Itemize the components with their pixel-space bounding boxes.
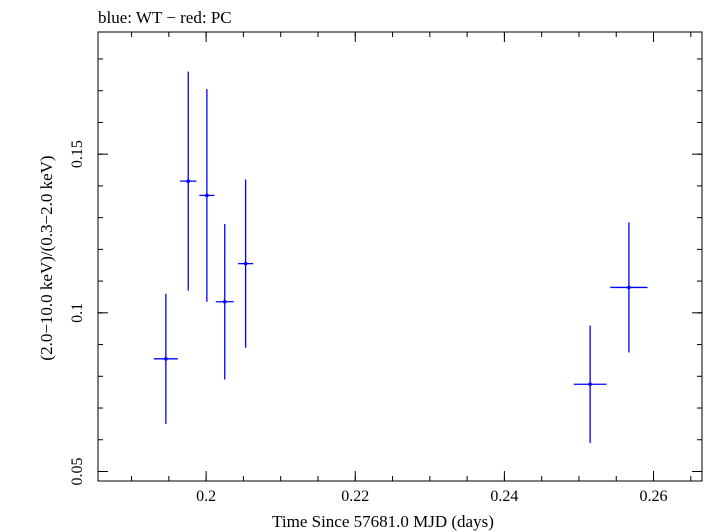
point-marker	[164, 357, 168, 361]
y-tick-label: 0.05	[69, 457, 86, 485]
y-axis-label: (2.0−10.0 keV)/(0.3−2.0 keV)	[37, 155, 56, 360]
plot-frame	[97, 31, 703, 482]
point-marker	[205, 193, 209, 198]
x-tick-label: 0.26	[640, 488, 668, 505]
data-point	[153, 293, 178, 424]
point-marker	[627, 285, 631, 290]
point-marker	[222, 299, 227, 304]
axis-ticks	[98, 32, 702, 481]
y-tick-label: 0.15	[69, 140, 86, 168]
data-point	[238, 179, 254, 348]
y-tick-label: 0.1	[69, 303, 86, 323]
data-point	[215, 223, 234, 380]
data-points	[153, 71, 648, 443]
x-axis-label: Time Since 57681.0 MJD (days)	[272, 512, 494, 531]
x-tick-label: 0.22	[341, 488, 369, 505]
point-marker	[588, 382, 592, 387]
data-point	[180, 71, 197, 291]
chart-title: blue: WT − red: PC	[98, 8, 232, 27]
data-point	[573, 325, 607, 443]
x-tick-label: 0.2	[196, 488, 216, 505]
tick-labels: 0.2 0.22 0.24 0.26 0.05 0.1 0.15	[69, 140, 668, 505]
point-marker	[243, 261, 248, 266]
x-tick-label: 0.24	[490, 488, 518, 505]
point-marker	[186, 179, 191, 183]
data-point	[199, 89, 215, 302]
data-point	[610, 222, 648, 353]
